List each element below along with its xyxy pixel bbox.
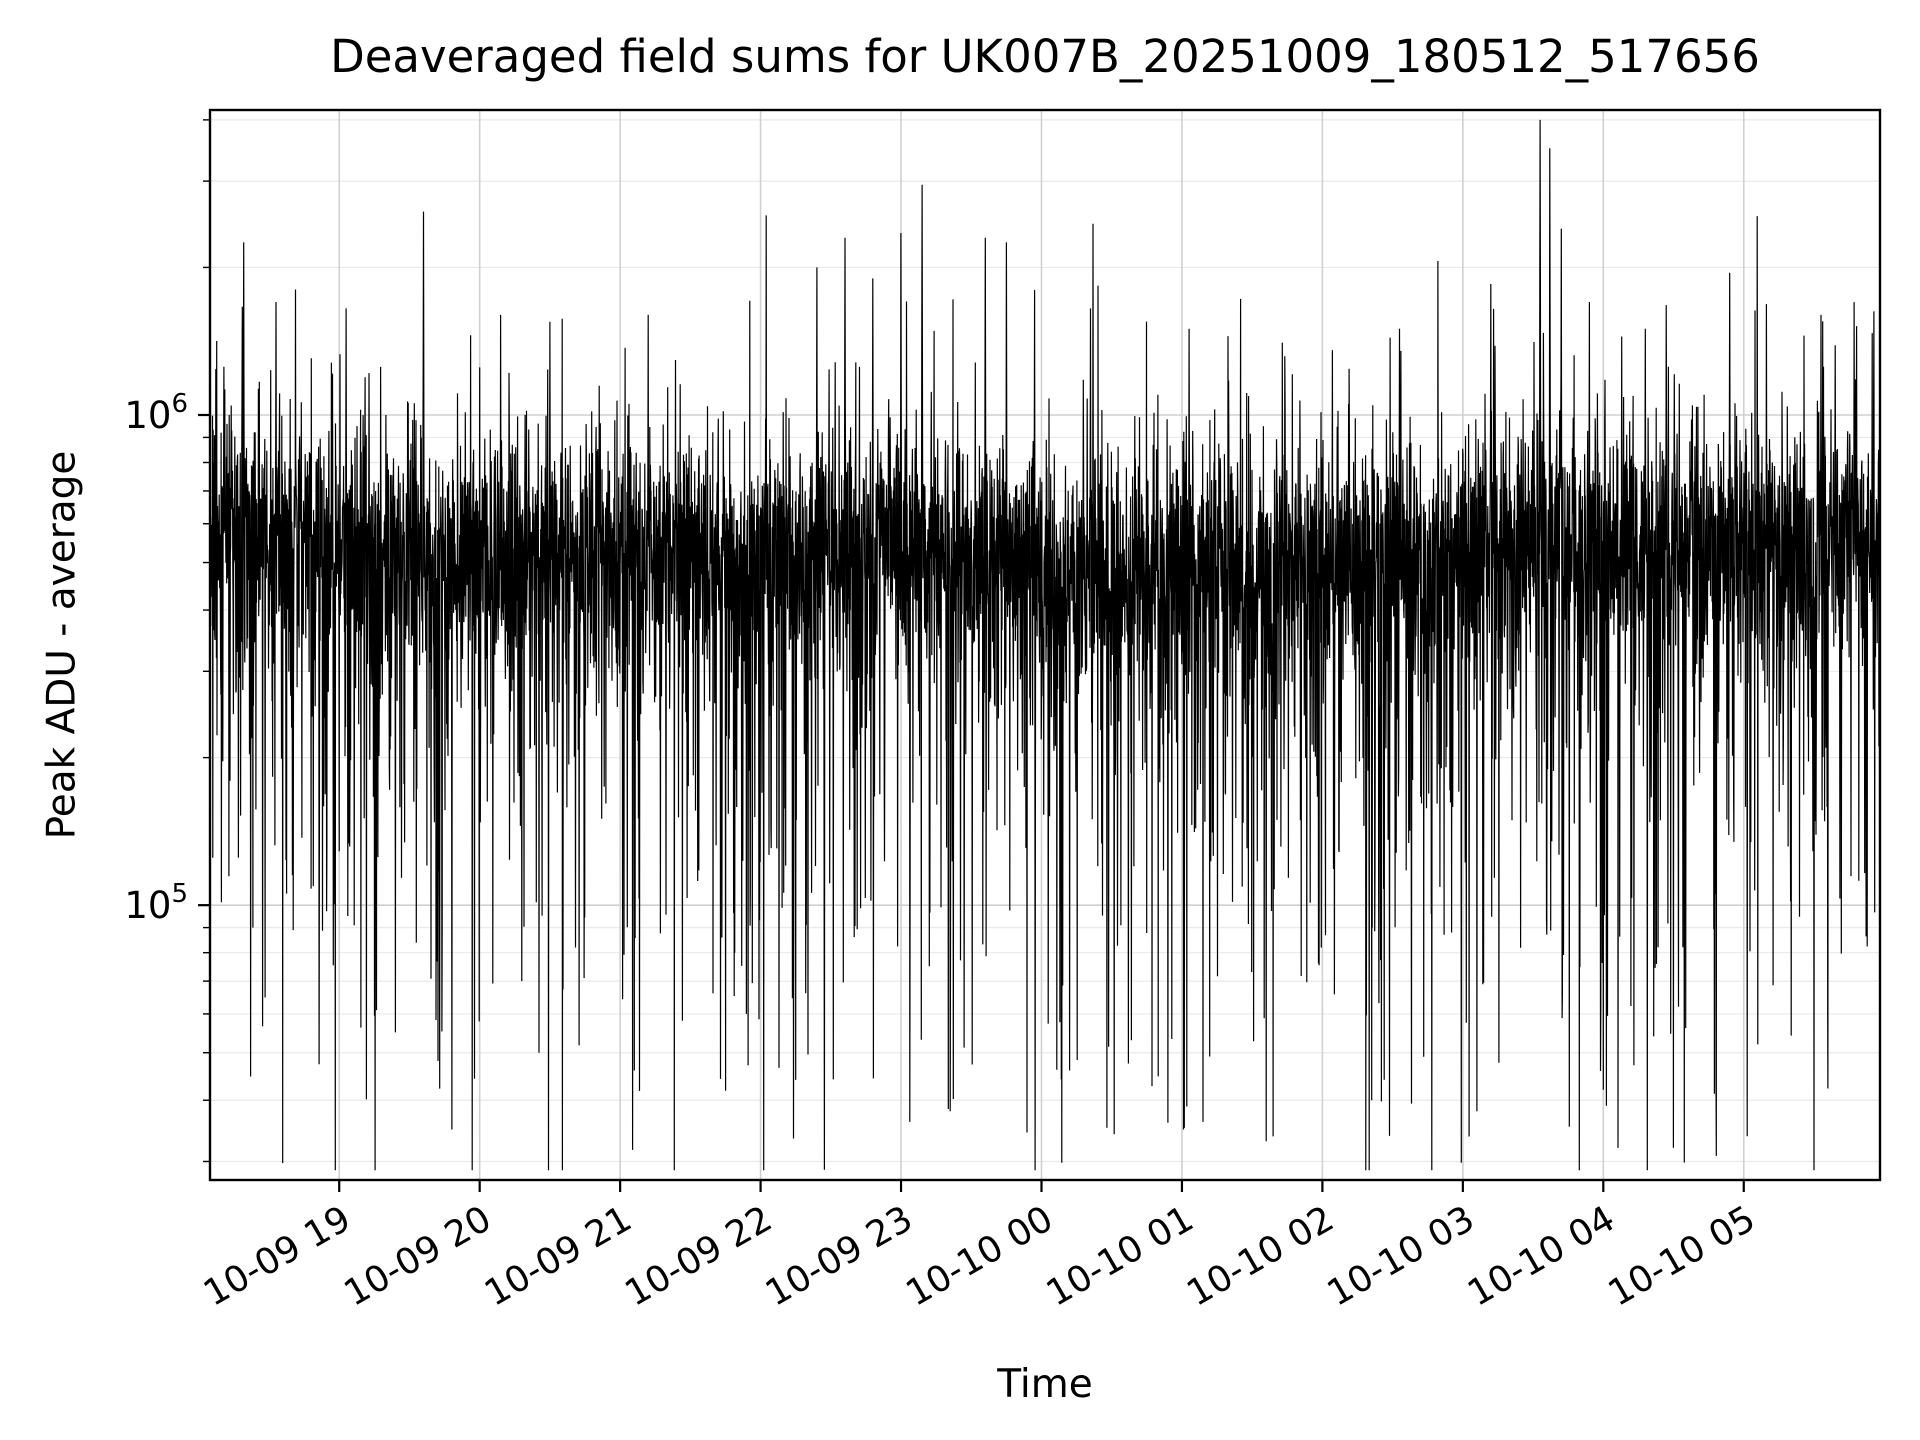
x-tick-label: 10-10 00 (899, 1198, 1060, 1314)
x-tick-label: 10-09 23 (759, 1198, 920, 1314)
x-tick-label: 10-09 19 (197, 1198, 358, 1314)
chart-title: Deaveraged field sums for UK007B_2025100… (330, 30, 1760, 83)
x-tick-label: 10-10 03 (1321, 1198, 1482, 1314)
x-tick-label: 10-10 05 (1602, 1198, 1763, 1314)
x-tick-label: 10-09 20 (337, 1198, 498, 1314)
x-tick-label: 10-09 21 (478, 1198, 639, 1314)
x-tick-label: 10-09 22 (618, 1198, 779, 1314)
y-tick-labels: 105 106 (124, 389, 188, 927)
x-axis-label: Time (997, 1362, 1093, 1407)
x-tick-label: 10-10 04 (1461, 1198, 1622, 1314)
y-tick-label: 105 (124, 879, 188, 927)
axes-frame (208, 108, 1882, 1182)
y-tick-label: 106 (124, 389, 188, 437)
axis-ticks (198, 119, 1745, 1192)
x-tick-label: 10-10 02 (1180, 1198, 1341, 1314)
series-line (210, 119, 1880, 1171)
x-tick-label: 10-10 01 (1040, 1198, 1201, 1314)
